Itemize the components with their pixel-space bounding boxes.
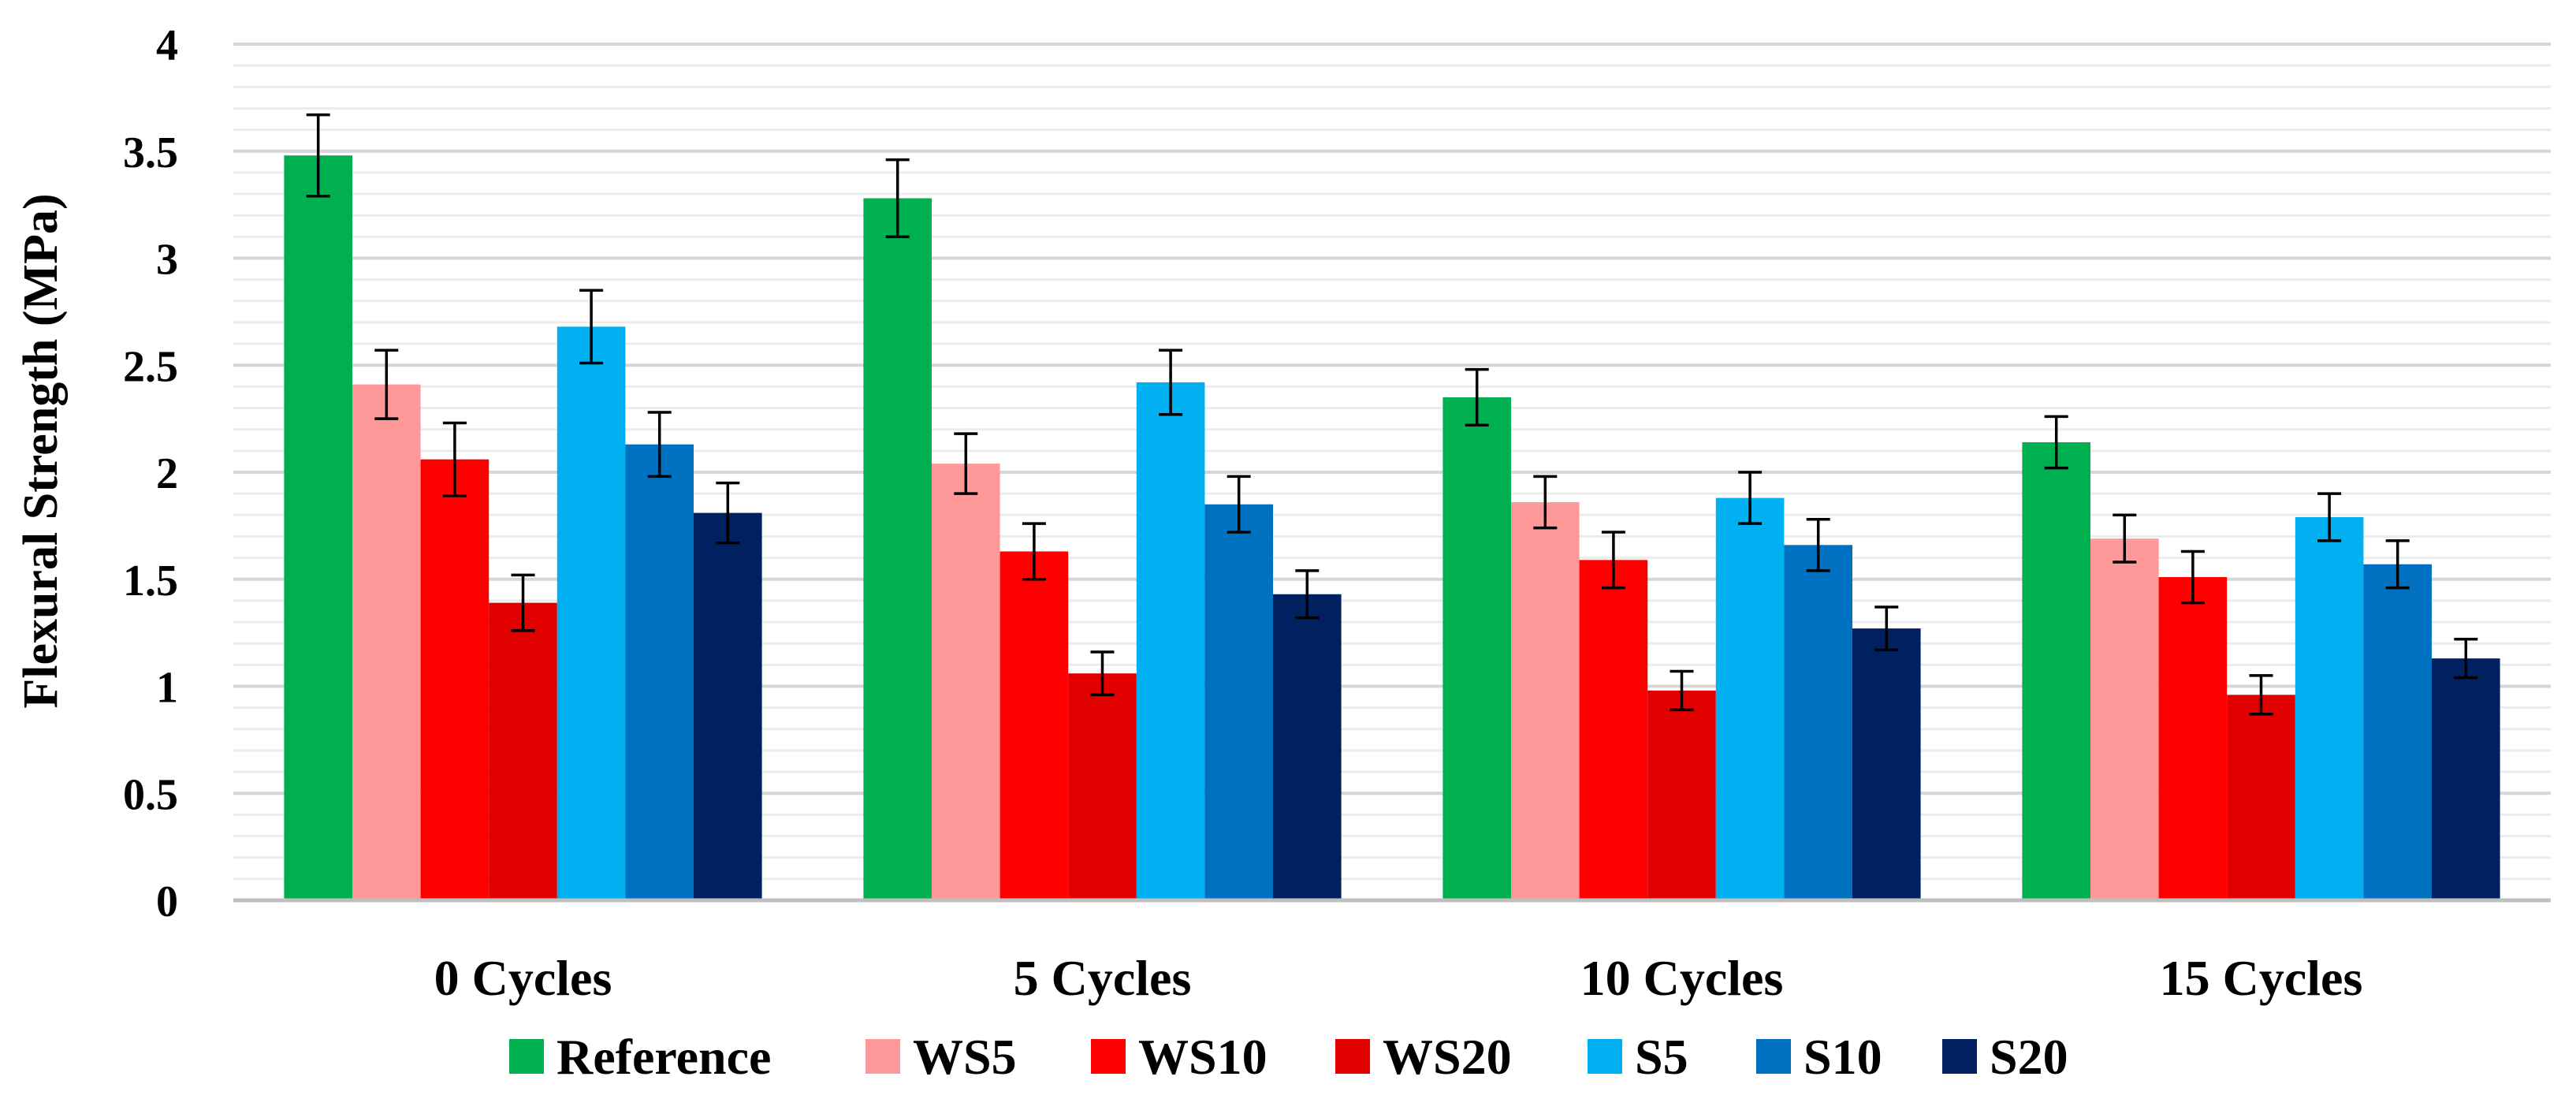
legend-label: WS10 xyxy=(1138,1029,1268,1085)
bar-s10-1 xyxy=(1204,504,1273,900)
bar-s5-3 xyxy=(2295,517,2364,900)
legend-swatch xyxy=(509,1039,544,1074)
bar-ws20-3 xyxy=(2227,695,2295,900)
bar-ws20-2 xyxy=(1647,690,1716,900)
bar-s20-0 xyxy=(694,512,762,900)
legend-item-s5: S5 xyxy=(1588,1029,1688,1085)
bars xyxy=(284,155,2500,901)
error-bar-s10-3 xyxy=(2385,539,2410,590)
bar-s20-2 xyxy=(1852,628,1921,900)
error-bar-s5-2 xyxy=(1738,471,1763,525)
legend-label: WS5 xyxy=(913,1029,1017,1085)
error-bar-ws20-1 xyxy=(1090,650,1115,697)
error-bar-ws20-2 xyxy=(1670,669,1694,712)
bar-ws20-0 xyxy=(489,602,557,900)
bar-s10-3 xyxy=(2363,564,2432,900)
bar-s5-0 xyxy=(557,326,626,900)
error-bar-ws10-1 xyxy=(1022,522,1046,581)
legend: Reference WS5 WS10 WS20 S5 S10 S20 xyxy=(509,1029,2068,1085)
legend-label: S10 xyxy=(1804,1029,1882,1085)
bar-reference-3 xyxy=(2022,441,2090,900)
error-bar-s20-2 xyxy=(1874,605,1899,652)
error-bar-reference-3 xyxy=(2044,415,2068,470)
error-bar-ws20-3 xyxy=(2249,674,2273,716)
bar-s5-2 xyxy=(1715,497,1785,900)
error-bar-ws5-2 xyxy=(1533,475,1558,530)
legend-swatch xyxy=(865,1039,900,1074)
error-bar-s20-0 xyxy=(716,481,740,545)
bar-reference-2 xyxy=(1442,397,1511,901)
legend-swatch xyxy=(1942,1039,1977,1074)
error-bar-s10-2 xyxy=(1806,517,1830,572)
y-tick-label: 4 xyxy=(156,21,178,70)
x-category-label: 0 Cycles xyxy=(434,950,612,1006)
error-bars xyxy=(306,113,2478,716)
error-bar-s20-3 xyxy=(2454,638,2478,680)
y-tick-label: 1.5 xyxy=(123,557,178,605)
bar-s10-0 xyxy=(625,444,694,900)
error-bar-s10-1 xyxy=(1227,475,1251,534)
x-category-label: 5 Cycles xyxy=(1014,950,1192,1006)
bar-ws5-0 xyxy=(352,384,421,900)
legend-item-reference: Reference xyxy=(509,1029,771,1085)
error-bar-s10-0 xyxy=(647,411,672,479)
bar-ws20-1 xyxy=(1068,673,1137,900)
y-tick-label: 0 xyxy=(156,877,178,926)
bar-ws5-1 xyxy=(932,464,1000,900)
error-bar-reference-2 xyxy=(1465,367,1489,427)
bar-s5-1 xyxy=(1136,382,1205,901)
legend-swatch xyxy=(1588,1039,1622,1074)
legend-label: S20 xyxy=(1990,1029,2068,1085)
error-bar-s5-0 xyxy=(579,289,604,365)
bar-ws10-1 xyxy=(1000,551,1069,900)
bar-s20-1 xyxy=(1273,594,1342,900)
error-bar-s5-1 xyxy=(1159,348,1183,416)
error-bar-reference-1 xyxy=(885,158,910,239)
legend-item-ws20: WS20 xyxy=(1335,1029,1512,1085)
legend-label: Reference xyxy=(557,1029,771,1085)
bar-ws5-3 xyxy=(2090,538,2159,900)
error-bar-ws5-1 xyxy=(954,432,978,495)
legend-label: S5 xyxy=(1635,1029,1688,1085)
legend-label: WS20 xyxy=(1383,1029,1512,1085)
y-tick-label: 1 xyxy=(156,664,178,713)
error-bar-reference-0 xyxy=(306,113,330,198)
axes: 0 0.5 1 1.5 2 2.5 3 3.5 4 0 Cycles 5 Cycles 10 Cycl… xyxy=(123,21,2551,1006)
error-bar-ws10-2 xyxy=(1601,531,1625,590)
error-bar-s20-1 xyxy=(1295,569,1320,620)
y-tick-label: 2 xyxy=(156,449,178,498)
bar-ws10-0 xyxy=(420,459,490,900)
y-tick-label: 3 xyxy=(156,236,178,285)
legend-item-s20: S20 xyxy=(1942,1029,2068,1085)
x-category-label: 10 Cycles xyxy=(1580,950,1784,1006)
legend-swatch xyxy=(1091,1039,1126,1074)
legend-item-s10: S10 xyxy=(1756,1029,1882,1085)
x-category-label: 15 Cycles xyxy=(2160,950,2363,1006)
y-tick-label: 3.5 xyxy=(123,129,178,177)
legend-item-ws5: WS5 xyxy=(865,1029,1017,1085)
bar-s20-3 xyxy=(2432,658,2500,900)
error-bar-ws5-0 xyxy=(374,348,399,420)
legend-swatch xyxy=(1335,1039,1370,1074)
bar-s10-2 xyxy=(1784,545,1852,900)
error-bar-ws5-3 xyxy=(2113,513,2137,564)
bar-ws5-2 xyxy=(1511,502,1580,900)
y-tick-label: 0.5 xyxy=(123,770,178,819)
bar-ws10-2 xyxy=(1579,560,1648,900)
bar-reference-1 xyxy=(863,198,932,901)
bar-reference-0 xyxy=(284,155,352,900)
error-bar-ws10-0 xyxy=(442,421,467,497)
legend-swatch xyxy=(1756,1039,1791,1074)
y-axis-title: Flexural Strength (MPa) xyxy=(14,193,68,708)
error-bar-ws10-3 xyxy=(2180,549,2205,605)
y-tick-label: 2.5 xyxy=(123,342,178,391)
bar-ws10-3 xyxy=(2158,577,2228,900)
legend-item-ws10: WS10 xyxy=(1091,1029,1268,1085)
error-bar-ws20-0 xyxy=(511,573,535,632)
error-bar-s5-3 xyxy=(2317,492,2342,542)
